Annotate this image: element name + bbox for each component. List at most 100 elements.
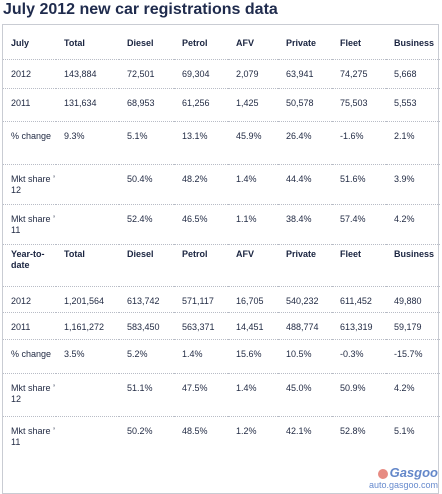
table-cell: 613,742 bbox=[119, 286, 174, 313]
table-cell bbox=[56, 204, 119, 245]
table-cell: 3.9% bbox=[386, 164, 440, 205]
table-cell: 1.4% bbox=[228, 373, 278, 417]
table-cell: 5.1% bbox=[394, 426, 415, 436]
table-cell: 63,941 bbox=[278, 59, 332, 89]
table-row: Mkt share ’ 11 52.4% 46.5% 1.1% 38.4% 57.4% 4.… bbox=[3, 204, 440, 245]
table-cell: 1,201,564 bbox=[56, 286, 119, 313]
table-cell: 613,319 bbox=[332, 312, 386, 340]
table-cell: 75,503 bbox=[332, 88, 386, 122]
table-cell: 50.4% bbox=[119, 164, 174, 205]
table-cell: 10.5% bbox=[278, 339, 332, 374]
table-cell: 13.1% bbox=[174, 121, 228, 165]
column-header: Fleet bbox=[332, 244, 386, 287]
table-cell: 50.9% bbox=[332, 373, 386, 417]
table-cell: 50.2% bbox=[127, 426, 153, 436]
table-cell: -1.6% bbox=[332, 121, 386, 165]
table-cell: 51.6% bbox=[332, 164, 386, 205]
table-cell bbox=[56, 417, 119, 457]
table-cell: 68,953 bbox=[119, 88, 174, 122]
column-header: Business bbox=[386, 244, 440, 287]
column-header: AFV bbox=[228, 244, 278, 287]
row-label: Mkt share ’ 11 bbox=[11, 426, 55, 447]
table-cell: 571,117 bbox=[174, 286, 228, 313]
table-cell: 5.1% bbox=[119, 121, 174, 165]
table-row: 2012 1,201,564 613,742 571,117 16,705 540,232… bbox=[3, 286, 440, 313]
table-cell bbox=[56, 373, 119, 417]
table-cell: 46.5% bbox=[174, 204, 228, 245]
table-cell: 72,501 bbox=[119, 59, 174, 89]
row-label: % change bbox=[3, 339, 56, 374]
table-cell: -15.7% bbox=[386, 339, 440, 374]
table-cell: 51.1% bbox=[119, 373, 174, 417]
table-cell: 38.4% bbox=[278, 204, 332, 245]
table-cell: -0.3% bbox=[332, 339, 386, 374]
column-header: AFV bbox=[228, 25, 278, 60]
row-label: 2011 bbox=[3, 88, 56, 122]
table-cell: 1.1% bbox=[228, 204, 278, 245]
table-cell: 52.4% bbox=[119, 204, 174, 245]
table-row: 2012 143,884 72,501 69,304 2,079 63,941 74,275… bbox=[3, 59, 440, 89]
column-header: Total bbox=[56, 25, 119, 60]
table-cell: 4.2% bbox=[386, 204, 440, 245]
table-cell: 45.0% bbox=[278, 373, 332, 417]
row-label: 2012 bbox=[3, 59, 56, 89]
table-header-row: Year-to-date Total Diesel Petrol AFV Private F… bbox=[3, 244, 440, 287]
table-cell: 5,668 bbox=[386, 59, 440, 89]
table-cell: 488,774 bbox=[278, 312, 332, 340]
table-cell: 48.5% bbox=[182, 426, 208, 436]
watermark-logo-text: Gasgoo bbox=[389, 465, 438, 480]
column-header: Year-to-date bbox=[3, 244, 56, 287]
table-cell: 3.5% bbox=[56, 339, 119, 374]
table-cell: 61,256 bbox=[174, 88, 228, 122]
page-title: July 2012 new car registrations data bbox=[3, 1, 278, 18]
row-label: Mkt share ’ 11 bbox=[3, 204, 56, 245]
table-cell: 1,425 bbox=[228, 88, 278, 122]
column-header: Diesel bbox=[119, 244, 174, 287]
table-row: Mkt share ’ 12 51.1% 47.5% 1.4% 45.0% 50.9% 4.… bbox=[3, 373, 440, 417]
column-header: Petrol bbox=[174, 244, 228, 287]
watermark: Gasgoo auto.gasgoo.com bbox=[369, 465, 438, 490]
column-header: Total bbox=[56, 244, 119, 287]
column-header: July bbox=[3, 25, 56, 60]
table-cell: 59,179 bbox=[386, 312, 440, 340]
column-header: Diesel bbox=[119, 25, 174, 60]
row-label: % change bbox=[3, 121, 56, 165]
table-row: Mkt share ’ 11 50.2% 48.5% 1.2% 42.1% 52.8% 5.… bbox=[3, 417, 440, 457]
table-cell: 1.2% bbox=[236, 426, 257, 436]
table-cell: 16,705 bbox=[228, 286, 278, 313]
table-cell: 131,634 bbox=[56, 88, 119, 122]
row-label: Mkt share ’ 12 bbox=[3, 164, 56, 205]
table-cell: 5.2% bbox=[119, 339, 174, 374]
table-cell: 143,884 bbox=[56, 59, 119, 89]
table-cell: 611,452 bbox=[332, 286, 386, 313]
column-header: Petrol bbox=[174, 25, 228, 60]
gasgoo-logo-icon bbox=[377, 468, 388, 479]
table-cell: 26.4% bbox=[278, 121, 332, 165]
column-header: Private bbox=[278, 244, 332, 287]
table-cell: 583,450 bbox=[119, 312, 174, 340]
table-cell: 1.4% bbox=[174, 339, 228, 374]
table-row: % change 3.5% 5.2% 1.4% 15.6% 10.5% -0.3% -15.7… bbox=[3, 339, 440, 374]
row-label: 2012 bbox=[3, 286, 56, 313]
table-cell: 2,079 bbox=[228, 59, 278, 89]
table-header-row: July Total Diesel Petrol AFV Private Fleet Busi… bbox=[3, 25, 440, 60]
table-cell bbox=[56, 164, 119, 205]
watermark-logo: Gasgoo bbox=[369, 465, 438, 480]
table-cell: 15.6% bbox=[228, 339, 278, 374]
table-cell: 1.4% bbox=[228, 164, 278, 205]
column-header: Private bbox=[278, 25, 332, 60]
table-cell: 5,553 bbox=[386, 88, 440, 122]
column-header: Business bbox=[386, 25, 440, 60]
registrations-table-frame: July Total Diesel Petrol AFV Private Fleet Busi… bbox=[2, 24, 440, 494]
table-row: 2011 1,161,272 583,450 563,371 14,451 488,774… bbox=[3, 312, 440, 340]
registrations-table: July Total Diesel Petrol AFV Private Fleet Busi… bbox=[3, 25, 440, 456]
table-cell: 4.2% bbox=[386, 373, 440, 417]
table-cell: 49,880 bbox=[386, 286, 440, 313]
row-label: 2011 bbox=[3, 312, 56, 340]
table-cell: 1,161,272 bbox=[56, 312, 119, 340]
table-cell: 52.8% bbox=[340, 426, 366, 436]
table-cell: 74,275 bbox=[332, 59, 386, 89]
table-cell: 42.1% bbox=[286, 426, 312, 436]
table-cell: 47.5% bbox=[174, 373, 228, 417]
table-cell: 45.9% bbox=[228, 121, 278, 165]
